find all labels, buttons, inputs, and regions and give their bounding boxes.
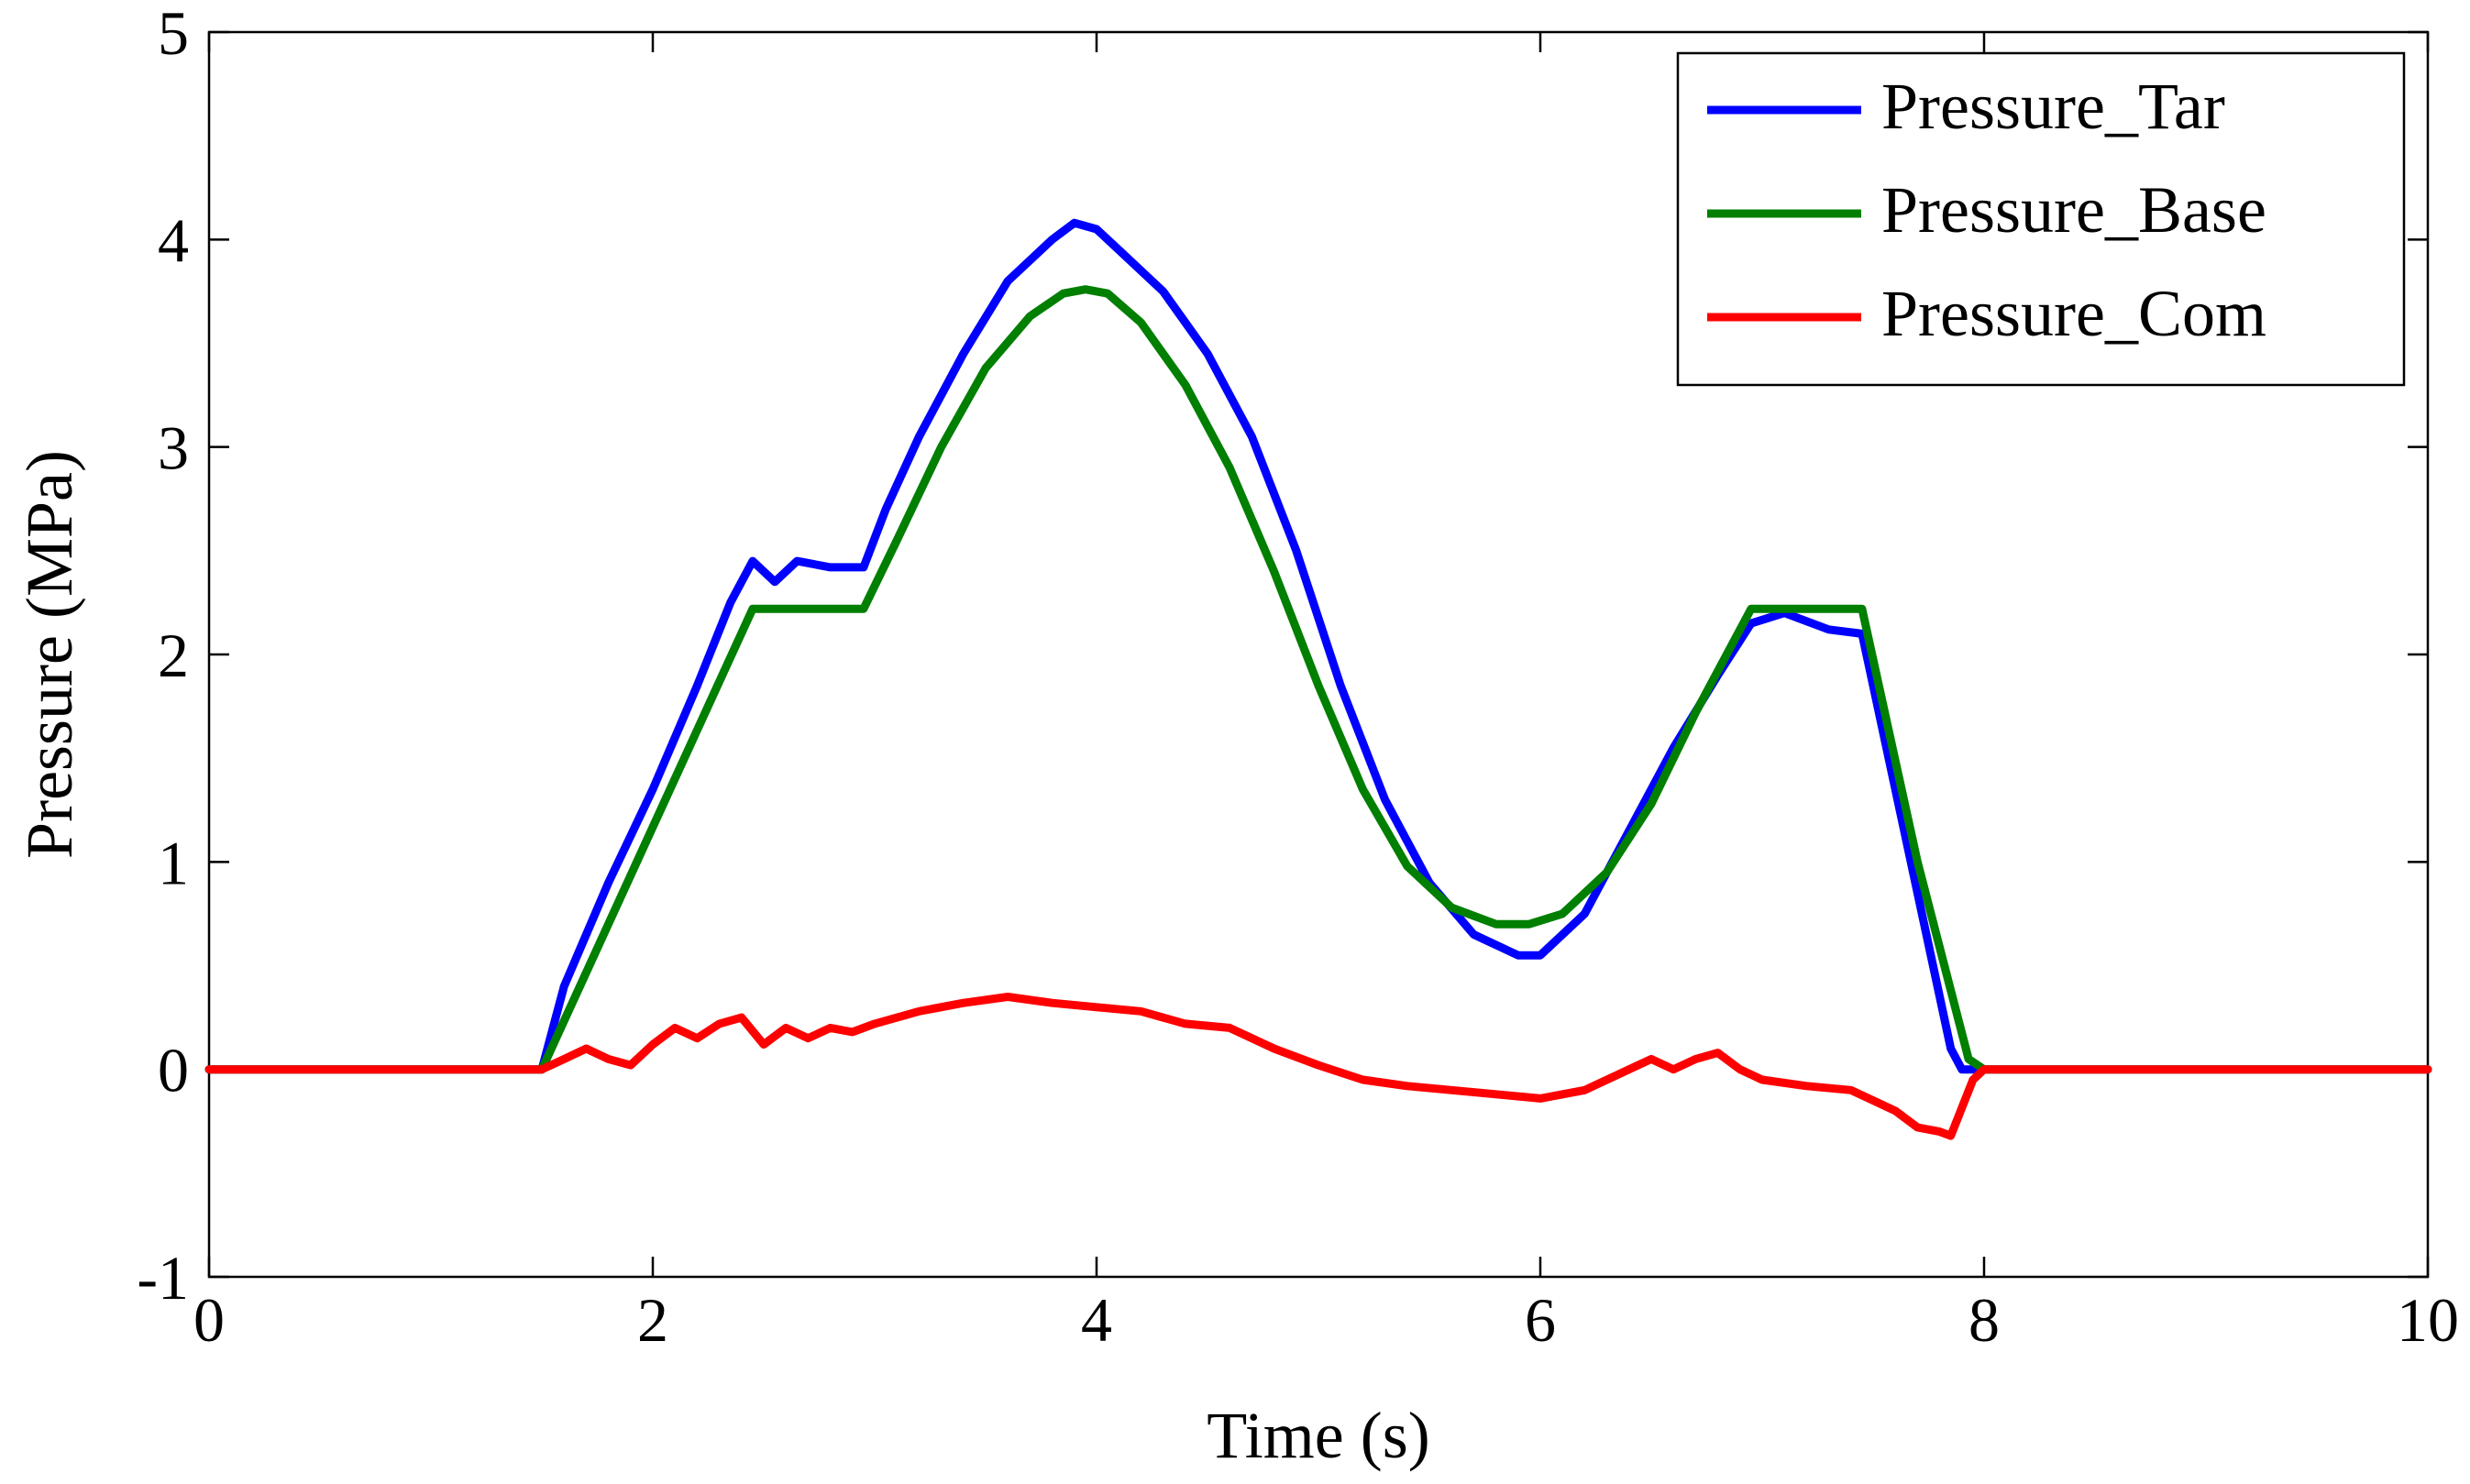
- y-tick-label: 4: [158, 205, 189, 275]
- x-axis: 0 2 4 6 8 10: [193, 32, 2459, 1355]
- y-tick-label: 3: [158, 413, 189, 483]
- x-tick-label: 10: [2397, 1285, 2459, 1355]
- x-axis-title: Time (s): [1207, 1399, 1429, 1472]
- legend-label: Pressure_Base: [1881, 173, 2266, 247]
- y-axis: -1 0 1 2 3 4 5: [137, 0, 2428, 1313]
- series-layer: [204, 218, 2432, 1140]
- series-line-pressure-base: [204, 285, 2432, 1074]
- y-tick-label: 5: [158, 0, 189, 68]
- y-tick-label: 0: [158, 1036, 189, 1105]
- y-axis-title: Pressure (MPa): [13, 450, 86, 859]
- x-tick-label: 8: [1968, 1285, 2000, 1355]
- series-line-pressure-tar: [204, 218, 2432, 1074]
- y-tick-label: 2: [158, 621, 189, 690]
- legend-label: Pressure_Com: [1881, 277, 2266, 350]
- x-tick-label: 2: [637, 1285, 668, 1355]
- x-tick-label: 4: [1081, 1285, 1112, 1355]
- y-tick-label: 1: [158, 828, 189, 897]
- x-tick-label: 6: [1525, 1285, 1556, 1355]
- y-tick-label: -1: [137, 1243, 189, 1313]
- series-line-pressure-com: [204, 993, 2432, 1140]
- legend-label: Pressure_Tar: [1881, 70, 2225, 143]
- legend: Pressure_Tar Pressure_Base Pressure_Com: [1676, 51, 2406, 387]
- x-tick-label: 0: [193, 1285, 225, 1355]
